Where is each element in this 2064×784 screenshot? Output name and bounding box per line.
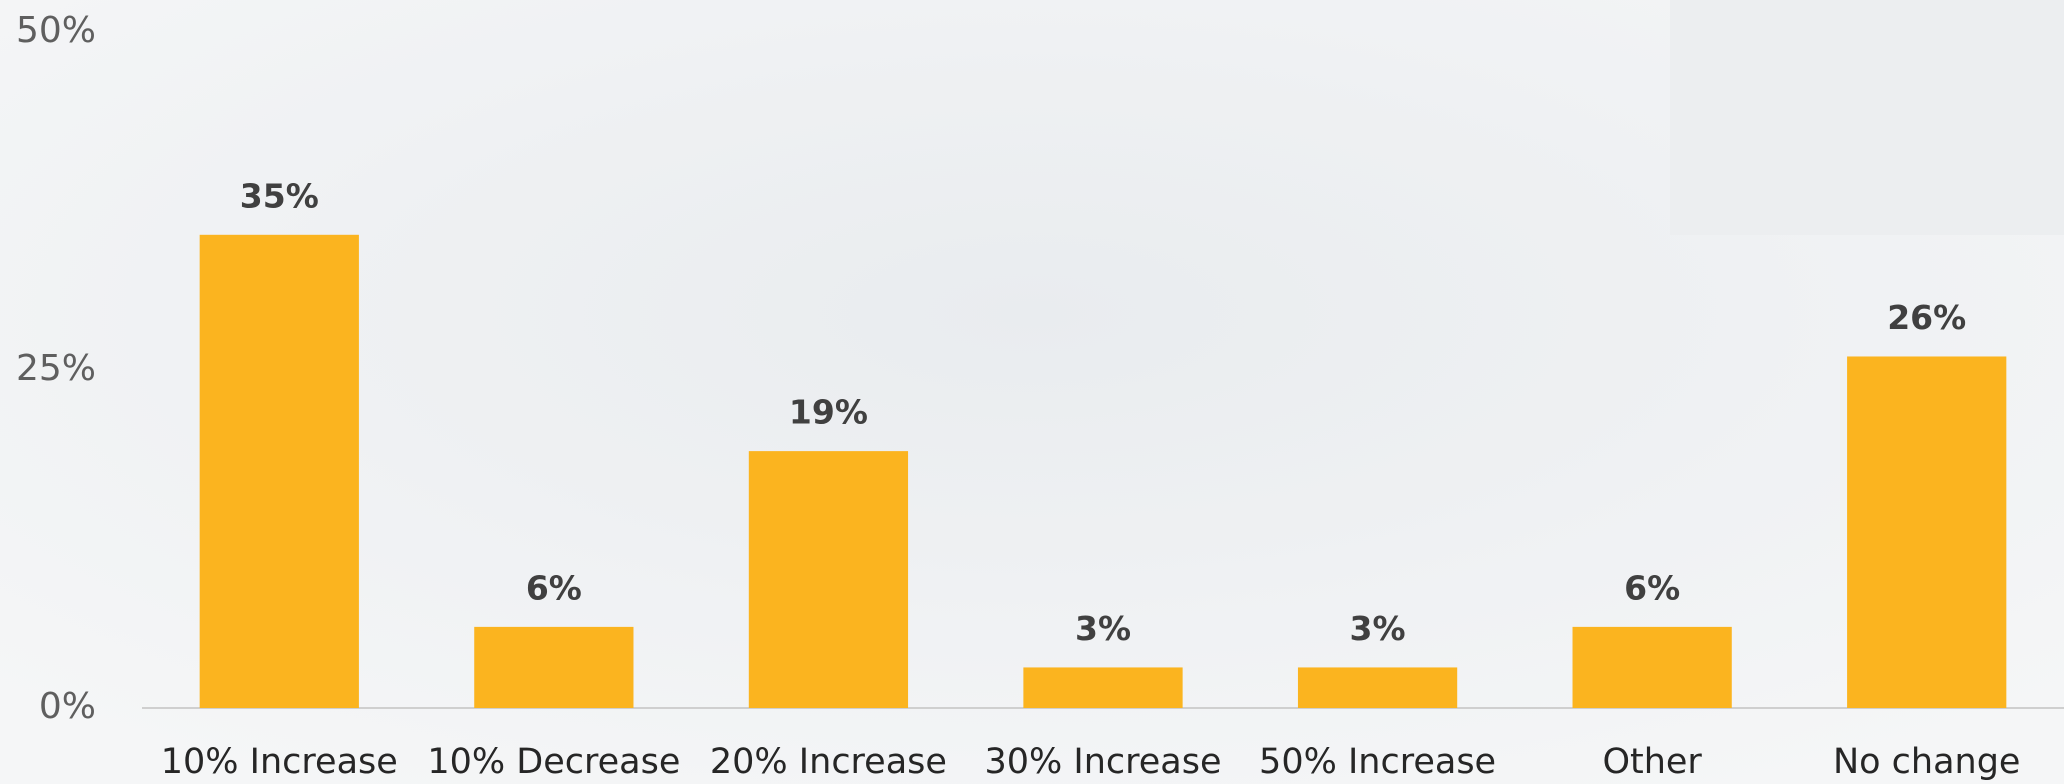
y-tick-label: 0%: [39, 686, 96, 727]
value-label: 3%: [1075, 609, 1131, 648]
x-tick-label: 10% Decrease: [427, 742, 680, 782]
value-label: 35%: [240, 176, 319, 215]
x-tick-label: 20% Increase: [710, 742, 947, 782]
value-label: 19%: [789, 393, 868, 432]
y-tick-label: 50%: [16, 10, 96, 51]
background-shape: [1670, 0, 2064, 235]
x-tick-label: Other: [1602, 742, 1702, 782]
value-label: 6%: [1624, 568, 1680, 607]
x-tick-label: 10% Increase: [161, 742, 398, 782]
x-tick-label: 30% Increase: [984, 742, 1221, 782]
value-label: 3%: [1350, 609, 1406, 648]
bar: [1023, 667, 1183, 708]
x-tick-label: No change: [1833, 742, 2021, 782]
value-label: 26%: [1887, 298, 1966, 337]
x-tick-label: 50% Increase: [1259, 742, 1496, 782]
bar: [748, 451, 909, 708]
bar: [474, 626, 634, 708]
bar: [1297, 667, 1458, 708]
bar: [1847, 356, 2007, 708]
bar: [1572, 626, 1732, 708]
bar: [199, 234, 359, 709]
y-tick-label: 25%: [16, 348, 96, 389]
value-label: 6%: [526, 568, 582, 607]
